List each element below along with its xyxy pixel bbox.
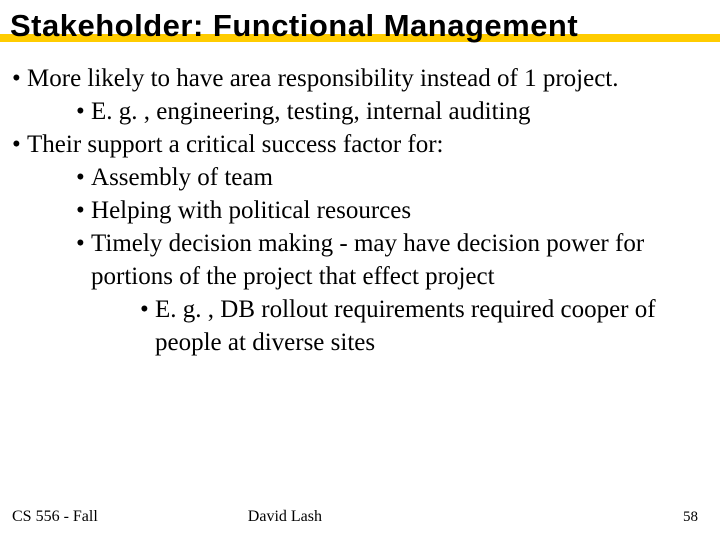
bullet-item: • E. g. , DB rollout requirements requir… <box>140 293 708 359</box>
bullet-icon: • <box>76 194 91 227</box>
bullet-text: More likely to have area responsibility … <box>27 62 708 95</box>
bullet-item: • Their support a critical success facto… <box>12 128 708 161</box>
bullet-item: • Timely decision making - may have deci… <box>76 227 708 293</box>
slide-title-wrap: Stakeholder: Functional Management <box>0 0 720 44</box>
footer-author: David Lash <box>98 508 683 526</box>
footer-page-number: 58 <box>683 509 698 526</box>
bullet-item: • More likely to have area responsibilit… <box>12 62 708 95</box>
bullet-text: Their support a critical success factor … <box>27 128 708 161</box>
slide-body: • More likely to have area responsibilit… <box>0 44 720 359</box>
bullet-icon: • <box>12 62 27 95</box>
bullet-item: • Helping with political resources <box>76 194 708 227</box>
bullet-text: Timely decision making - may have decisi… <box>91 227 708 293</box>
bullet-icon: • <box>12 128 27 161</box>
bullet-item: • E. g. , engineering, testing, internal… <box>76 95 708 128</box>
slide-title: Stakeholder: Functional Management <box>10 8 710 44</box>
bullet-text: E. g. , engineering, testing, internal a… <box>91 95 708 128</box>
footer-course: CS 556 - Fall <box>12 508 98 526</box>
bullet-text: E. g. , DB rollout requirements required… <box>155 293 708 359</box>
slide-footer: CS 556 - Fall David Lash 58 <box>0 508 720 526</box>
bullet-text: Helping with political resources <box>91 194 708 227</box>
bullet-icon: • <box>76 161 91 194</box>
bullet-text: Assembly of team <box>91 161 708 194</box>
bullet-icon: • <box>76 227 91 293</box>
bullet-icon: • <box>140 293 155 359</box>
bullet-icon: • <box>76 95 91 128</box>
bullet-item: • Assembly of team <box>76 161 708 194</box>
